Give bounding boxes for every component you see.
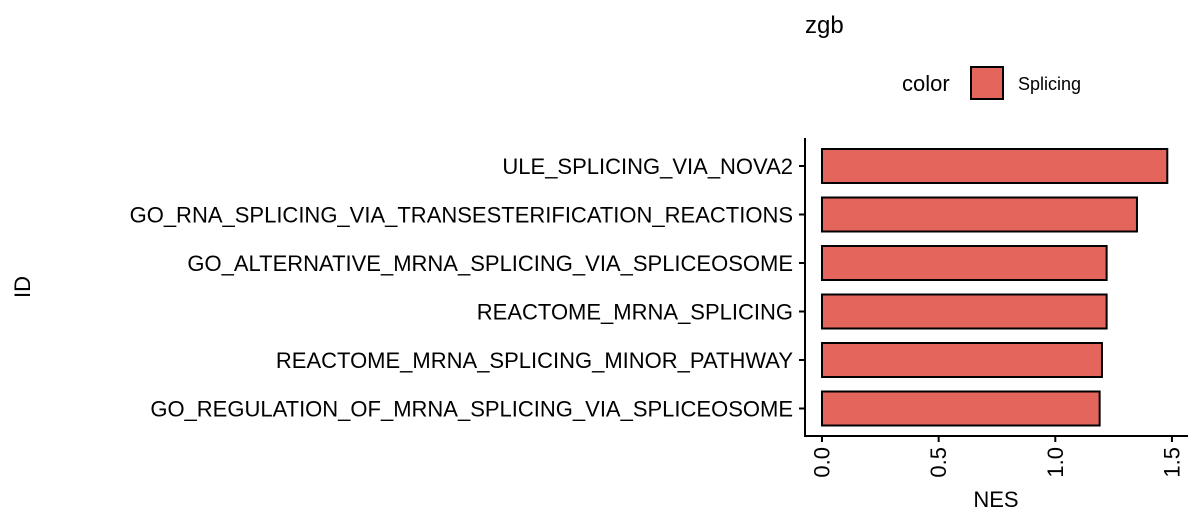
legend-title: color bbox=[902, 71, 950, 96]
x-tick-label: 0.0 bbox=[810, 447, 835, 478]
y-axis-title: ID bbox=[10, 276, 35, 298]
category-label: REACTOME_MRNA_SPLICING bbox=[477, 300, 793, 325]
category-label: REACTOME_MRNA_SPLICING_MINOR_PATHWAY bbox=[276, 348, 793, 373]
legend-label: Splicing bbox=[1018, 74, 1081, 94]
x-tick-label: 0.5 bbox=[926, 447, 951, 478]
bars-group bbox=[821, 148, 1169, 427]
category-label: GO_REGULATION_OF_MRNA_SPLICING_VIA_SPLIC… bbox=[150, 397, 793, 422]
bar bbox=[821, 196, 1138, 233]
x-tick-label: 1.0 bbox=[1043, 447, 1068, 478]
legend: color Splicing bbox=[902, 66, 1081, 100]
bar bbox=[821, 245, 1108, 281]
x-axis-title: NES bbox=[973, 487, 1018, 512]
category-labels: ULE_SPLICING_VIA_NOVA2 GO_RNA_SPLICING_VI… bbox=[130, 154, 805, 422]
bar bbox=[821, 293, 1108, 330]
chart-title: zgb bbox=[805, 12, 844, 39]
bar bbox=[821, 390, 1101, 427]
category-label: ULE_SPLICING_VIA_NOVA2 bbox=[502, 154, 793, 179]
legend-swatch bbox=[970, 66, 1004, 100]
category-label: GO_RNA_SPLICING_VIA_TRANSESTERIFICATION_… bbox=[130, 203, 793, 228]
bar bbox=[821, 342, 1103, 378]
category-label: GO_ALTERNATIVE_MRNA_SPLICING_VIA_SPLICEO… bbox=[187, 251, 793, 276]
x-axis-ticks: 0.0 0.5 1.0 1.5 bbox=[810, 436, 1184, 478]
x-tick-label: 1.5 bbox=[1159, 447, 1184, 478]
bar bbox=[821, 148, 1169, 184]
